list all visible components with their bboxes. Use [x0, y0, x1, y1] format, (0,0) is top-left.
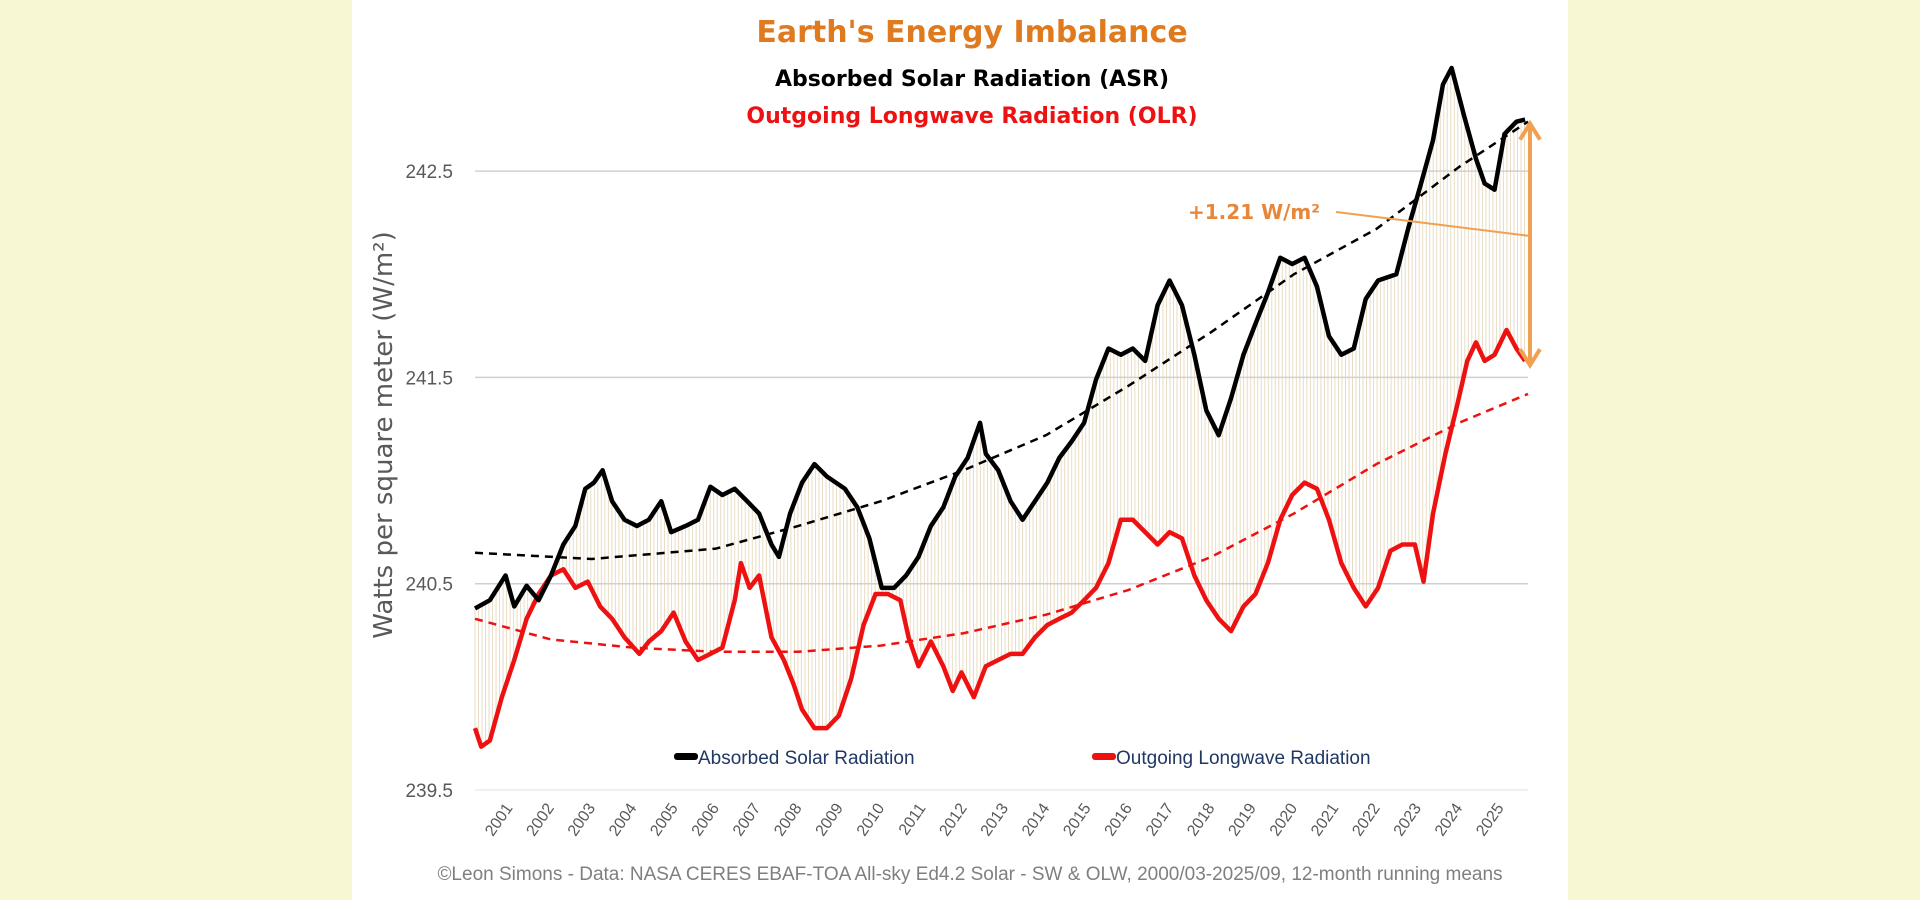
trendlines [474, 120, 1529, 654]
x-tick-label: 2016 [1102, 800, 1136, 839]
trendline-olr [474, 392, 1529, 654]
x-tick-label: 2012 [936, 800, 970, 839]
difference-fill [474, 69, 1525, 747]
x-tick-label: 2006 [689, 800, 723, 839]
x-tick-label: 2001 [482, 800, 516, 839]
arrow-head-down-icon [1518, 348, 1542, 369]
x-tick-label: 2007 [730, 800, 764, 839]
imbalance-annotation: +1.21 W/m² [1188, 119, 1542, 369]
x-tick-label: 2017 [1143, 800, 1177, 839]
x-tick-label: 2013 [978, 800, 1012, 839]
annotation-leader-line [1335, 211, 1531, 237]
x-tick-label: 2023 [1391, 800, 1425, 839]
x-tick-label: 2002 [524, 800, 558, 839]
olr-line [472, 327, 1527, 749]
legend-label-asr: Absorbed Solar Radiation [698, 748, 915, 769]
legend-swatch-asr [674, 753, 698, 760]
x-tick-labels: 2001 2002 2003 2004 2005 2006 2007 2008 2009 2010… [482, 800, 1507, 839]
x-tick-label: 2011 [896, 800, 930, 838]
y-tick-label: 241.5 [405, 368, 453, 389]
y-tick-label: 239.5 [405, 781, 453, 802]
footer-credit: ©Leon Simons - Data: NASA CERES EBAF-TOA… [437, 864, 1502, 885]
x-tick-label: 2022 [1349, 800, 1383, 839]
series-lines [472, 65, 1527, 749]
y-tick-label: 242.5 [405, 162, 453, 183]
arrow-head-up-icon [1518, 119, 1542, 141]
x-tick-label: 2005 [647, 800, 681, 839]
x-tick-label: 2018 [1184, 800, 1218, 839]
subtitle-olr: Outgoing Longwave Radiation (OLR) [746, 104, 1197, 129]
x-tick-label: 2015 [1060, 800, 1094, 839]
annotation-label: +1.21 W/m² [1188, 200, 1320, 224]
x-tick-label: 2024 [1432, 800, 1466, 839]
legend-swatch-olr [1092, 753, 1116, 760]
y-axis-label: Watts per square meter (W/m²) [369, 231, 399, 638]
legend-item-asr[interactable]: Absorbed Solar Radiation [674, 748, 915, 769]
x-tick-label: 2020 [1267, 800, 1301, 839]
legend-label-olr: Outgoing Longwave Radiation [1116, 748, 1371, 769]
trendline-asr [474, 120, 1529, 561]
x-tick-label: 2019 [1226, 800, 1260, 839]
x-tick-label: 2010 [854, 800, 888, 839]
legend: Absorbed Solar Radiation Outgoing Longwa… [674, 748, 1371, 769]
x-tick-label: 2021 [1308, 800, 1342, 839]
x-tick-label: 2025 [1473, 800, 1507, 839]
legend-item-olr[interactable]: Outgoing Longwave Radiation [1092, 748, 1371, 769]
y-tick-label: 240.5 [405, 575, 453, 596]
chart-panel [352, 0, 1568, 900]
x-tick-label: 2003 [565, 800, 599, 839]
chart-title: Earth's Energy Imbalance [756, 15, 1187, 50]
x-tick-label: 2009 [813, 800, 847, 839]
x-tick-label: 2014 [1019, 800, 1053, 839]
x-tick-label: 2008 [771, 800, 805, 839]
y-tick-labels: 239.5 240.5 241.5 242.5 [405, 162, 453, 802]
asr-line [473, 65, 1526, 611]
x-tick-label: 2004 [606, 800, 640, 839]
subtitle-asr: Absorbed Solar Radiation (ASR) [775, 67, 1169, 92]
